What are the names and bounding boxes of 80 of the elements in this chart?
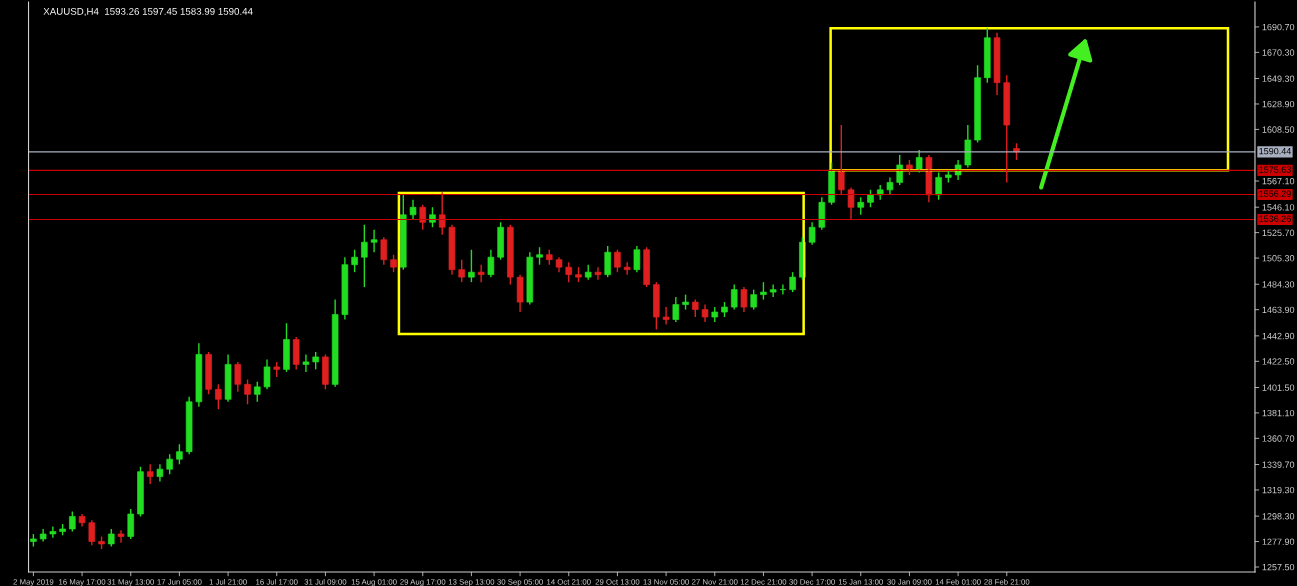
y-tick-label: 1422.50 (1262, 358, 1295, 365)
candlestick (974, 64, 981, 144)
candlestick (438, 191, 446, 236)
y-tick-label: 1525.70 (1262, 229, 1295, 236)
candlestick (750, 288, 757, 311)
candlestick (88, 519, 96, 546)
y-tick-label: 1381.10 (1262, 409, 1295, 417)
ref-line-label: 1590.44 (1259, 147, 1292, 155)
candlestick (594, 266, 602, 281)
candlestick (409, 199, 417, 221)
candlestick (78, 513, 86, 528)
y-tick-label: 1690.70 (1262, 23, 1295, 31)
candlestick (468, 249, 475, 283)
y-tick-label: 1442.90 (1262, 332, 1295, 340)
candlestick (643, 246, 650, 288)
candlestick (39, 528, 47, 543)
candlestick (789, 271, 796, 293)
candlestick (215, 383, 222, 410)
candlestick (614, 249, 621, 273)
candlestick (935, 171, 942, 201)
candlestick (263, 358, 271, 391)
y-tick-label: 1505.30 (1262, 255, 1295, 262)
candlestick (400, 194, 407, 271)
candlestick (127, 508, 135, 540)
text: XAUUSD,H4 1593.26 1597.45 1583.99 1590.44 (43, 7, 253, 16)
candlestick (847, 186, 855, 221)
y-tick-label: 1298.30 (1262, 513, 1295, 520)
candlestick (166, 453, 173, 475)
candlestick (458, 258, 465, 283)
candlestick (351, 249, 358, 273)
y-tick-label: 1608.50 (1262, 126, 1295, 133)
y-tick-label: 1463.90 (1262, 306, 1295, 314)
candlestick (497, 221, 504, 261)
candlestick (361, 224, 368, 288)
candlestick (701, 303, 709, 323)
candlestick (838, 124, 845, 196)
candlestick (205, 351, 212, 396)
y-tick-label: 1567.10 (1262, 177, 1295, 185)
candlestick (244, 378, 251, 406)
y-tick-label: 1360.70 (1262, 435, 1295, 442)
y-tick-label: 1401.50 (1262, 384, 1295, 391)
candlestick (653, 281, 660, 331)
candlestick (137, 465, 144, 518)
y-tick-label: 1339.70 (1262, 461, 1295, 468)
candlestick (555, 256, 563, 273)
candlestick (146, 463, 154, 485)
candlestick (254, 381, 261, 403)
y-tick-label: 1484.30 (1262, 281, 1295, 288)
candlestick (156, 463, 164, 483)
candlestick (49, 525, 57, 539)
y-tick-label: 1257.50 (1262, 563, 1295, 571)
y-tick-label: 1670.30 (1262, 49, 1295, 56)
candlestick (662, 306, 670, 326)
candlestick (565, 261, 573, 283)
y-tick-label: 1649.30 (1262, 75, 1295, 82)
y-tick-label: 1628.90 (1262, 100, 1295, 108)
candlestick (604, 245, 611, 278)
candlestick (507, 224, 514, 286)
y-tick-label: 1319.30 (1262, 486, 1295, 494)
candlestick (69, 510, 76, 533)
ref-line-label: 1536.26 (1259, 215, 1291, 222)
candlestick (322, 353, 329, 391)
candlestick (1003, 74, 1011, 184)
candlestick (993, 32, 1001, 96)
ref-line-label: 1575.63 (1259, 166, 1291, 173)
candlestick (984, 27, 991, 84)
candlestick (886, 176, 894, 196)
candlestick (730, 283, 738, 311)
candlestick (283, 322, 290, 373)
candlestick (302, 353, 310, 373)
candlestick (370, 229, 378, 253)
candlestick (117, 529, 125, 544)
candlestick (769, 283, 777, 298)
candlestick (740, 286, 748, 313)
candlestick (176, 443, 183, 465)
candlestick (292, 336, 300, 371)
candlestick (448, 224, 456, 276)
y-tick-label: 1277.90 (1262, 538, 1295, 545)
ref-line-label: 1556.29 (1259, 190, 1291, 197)
y-tick-label: 1546.10 (1262, 204, 1295, 211)
